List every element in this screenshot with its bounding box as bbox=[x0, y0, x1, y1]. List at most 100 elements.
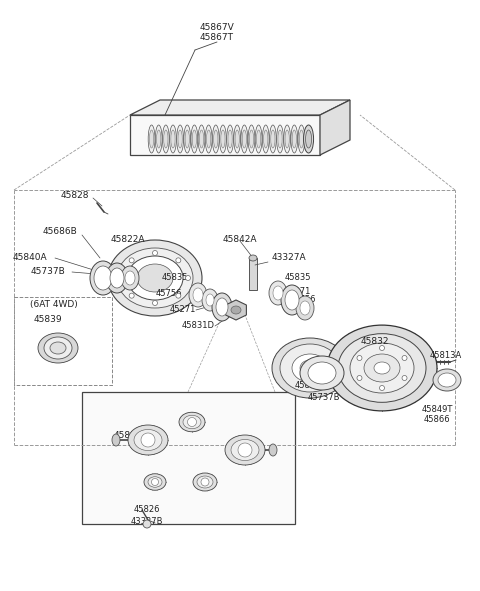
Ellipse shape bbox=[134, 430, 162, 450]
Ellipse shape bbox=[94, 266, 112, 290]
Ellipse shape bbox=[148, 125, 155, 153]
Ellipse shape bbox=[128, 425, 168, 455]
Text: 43327A: 43327A bbox=[272, 254, 307, 262]
Ellipse shape bbox=[241, 125, 248, 153]
Ellipse shape bbox=[269, 125, 276, 153]
Ellipse shape bbox=[278, 130, 282, 148]
Ellipse shape bbox=[285, 290, 299, 310]
Ellipse shape bbox=[206, 294, 214, 306]
Ellipse shape bbox=[273, 286, 283, 300]
Ellipse shape bbox=[276, 125, 283, 153]
Polygon shape bbox=[226, 300, 246, 320]
Ellipse shape bbox=[108, 240, 202, 316]
Ellipse shape bbox=[374, 362, 390, 374]
Ellipse shape bbox=[263, 125, 269, 153]
Ellipse shape bbox=[191, 125, 198, 153]
Circle shape bbox=[153, 251, 157, 255]
Ellipse shape bbox=[284, 125, 290, 153]
Ellipse shape bbox=[327, 325, 437, 411]
Ellipse shape bbox=[117, 248, 193, 308]
Circle shape bbox=[380, 346, 384, 350]
Ellipse shape bbox=[193, 288, 203, 302]
Circle shape bbox=[129, 258, 134, 263]
Ellipse shape bbox=[193, 473, 217, 491]
Ellipse shape bbox=[127, 256, 183, 300]
Ellipse shape bbox=[242, 130, 247, 148]
Ellipse shape bbox=[110, 268, 124, 288]
Circle shape bbox=[188, 417, 196, 427]
Ellipse shape bbox=[106, 263, 128, 293]
Ellipse shape bbox=[256, 130, 261, 148]
Ellipse shape bbox=[269, 281, 287, 305]
Circle shape bbox=[402, 356, 407, 361]
Text: 45835: 45835 bbox=[161, 274, 188, 282]
Ellipse shape bbox=[280, 344, 340, 392]
Circle shape bbox=[176, 258, 181, 263]
Ellipse shape bbox=[162, 125, 169, 153]
Ellipse shape bbox=[221, 130, 225, 148]
Circle shape bbox=[152, 479, 158, 485]
Ellipse shape bbox=[438, 373, 456, 387]
Ellipse shape bbox=[179, 413, 205, 432]
Ellipse shape bbox=[231, 440, 259, 460]
Ellipse shape bbox=[169, 125, 176, 153]
Ellipse shape bbox=[213, 125, 219, 153]
Text: 45737B: 45737B bbox=[308, 394, 340, 402]
Circle shape bbox=[201, 478, 209, 486]
Ellipse shape bbox=[171, 130, 175, 148]
Ellipse shape bbox=[231, 306, 241, 314]
Text: 43327B: 43327B bbox=[131, 518, 163, 527]
Circle shape bbox=[402, 375, 407, 381]
Text: 45737B: 45737B bbox=[31, 268, 65, 277]
Text: 45839: 45839 bbox=[34, 316, 62, 324]
Ellipse shape bbox=[281, 285, 303, 315]
Text: 45837: 45837 bbox=[114, 430, 143, 440]
Text: 45867V: 45867V bbox=[200, 24, 234, 33]
Ellipse shape bbox=[292, 130, 297, 148]
Ellipse shape bbox=[300, 356, 344, 390]
Ellipse shape bbox=[198, 125, 205, 153]
Text: (6AT 4WD): (6AT 4WD) bbox=[30, 300, 78, 309]
Circle shape bbox=[143, 520, 151, 528]
Ellipse shape bbox=[149, 130, 154, 148]
Ellipse shape bbox=[269, 444, 277, 456]
Ellipse shape bbox=[137, 264, 173, 292]
Text: 45813A: 45813A bbox=[430, 350, 462, 359]
Text: 45822A: 45822A bbox=[111, 235, 145, 245]
Ellipse shape bbox=[90, 261, 116, 295]
Ellipse shape bbox=[183, 415, 201, 428]
Ellipse shape bbox=[364, 354, 400, 382]
Ellipse shape bbox=[216, 298, 228, 316]
Ellipse shape bbox=[433, 369, 461, 391]
Ellipse shape bbox=[300, 360, 320, 376]
Text: 45832: 45832 bbox=[361, 337, 389, 346]
Ellipse shape bbox=[192, 130, 196, 148]
Ellipse shape bbox=[308, 362, 336, 384]
Ellipse shape bbox=[125, 271, 135, 285]
Ellipse shape bbox=[227, 125, 233, 153]
Ellipse shape bbox=[38, 333, 78, 363]
Ellipse shape bbox=[300, 301, 310, 315]
Ellipse shape bbox=[285, 130, 289, 148]
Bar bbox=[82, 392, 295, 524]
Ellipse shape bbox=[156, 130, 161, 148]
Text: 45756: 45756 bbox=[290, 296, 316, 304]
Ellipse shape bbox=[112, 434, 120, 446]
Ellipse shape bbox=[271, 130, 275, 148]
Ellipse shape bbox=[144, 474, 166, 491]
Ellipse shape bbox=[298, 125, 305, 153]
Circle shape bbox=[185, 275, 191, 281]
Polygon shape bbox=[130, 100, 350, 115]
Ellipse shape bbox=[296, 296, 314, 320]
Text: 45828: 45828 bbox=[61, 190, 89, 200]
Ellipse shape bbox=[306, 130, 312, 148]
Ellipse shape bbox=[44, 337, 72, 359]
Ellipse shape bbox=[249, 130, 253, 148]
Ellipse shape bbox=[202, 289, 218, 311]
Text: 45849T: 45849T bbox=[421, 405, 453, 414]
Ellipse shape bbox=[178, 130, 182, 148]
Ellipse shape bbox=[303, 125, 313, 153]
Ellipse shape bbox=[291, 125, 298, 153]
Ellipse shape bbox=[212, 293, 232, 321]
Ellipse shape bbox=[225, 435, 265, 465]
